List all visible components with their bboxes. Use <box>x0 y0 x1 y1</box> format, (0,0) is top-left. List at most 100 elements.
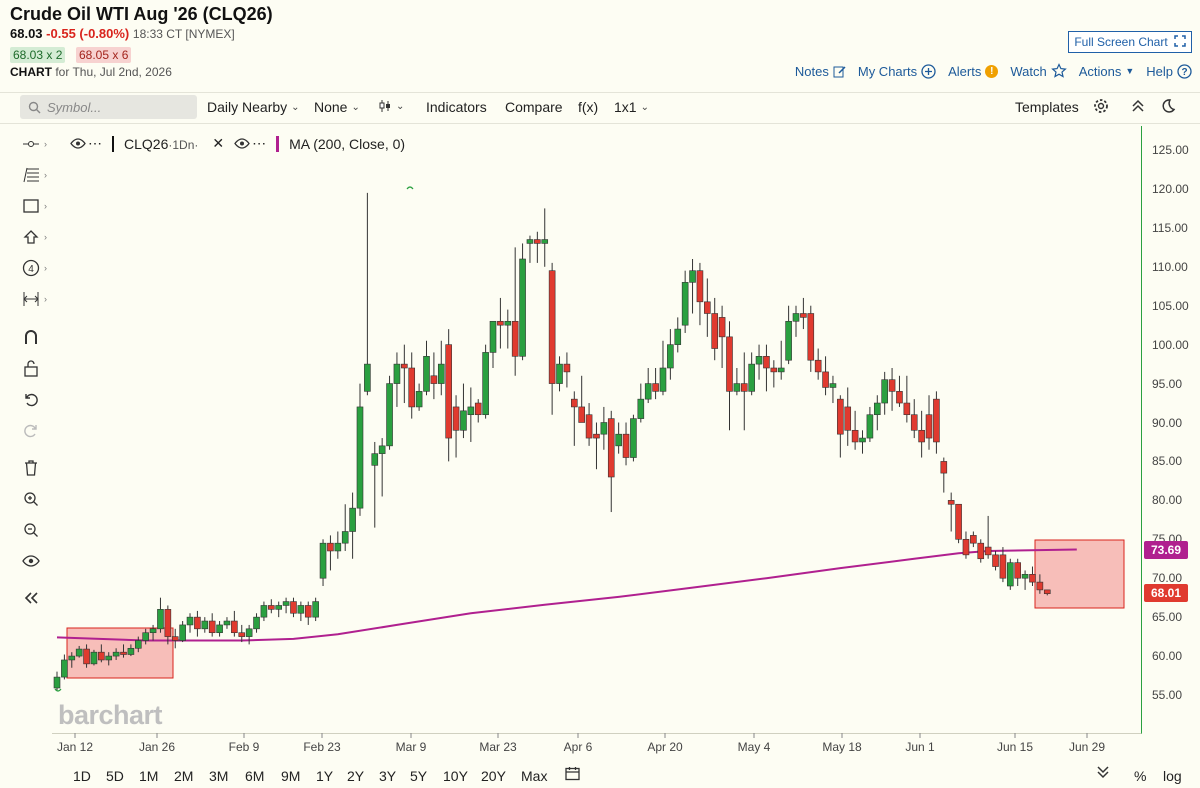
settings-gear-icon[interactable] <box>1093 98 1109 114</box>
crosshair-line-tool-icon[interactable]: › <box>20 133 47 155</box>
candle-body <box>297 605 305 614</box>
range-button-20y[interactable]: 20Y <box>481 768 506 784</box>
candle-body <box>585 414 593 439</box>
scroll-down-double-chevron-icon[interactable] <box>1097 765 1109 782</box>
chart-type-dropdown[interactable]: ⌄ <box>378 99 404 113</box>
log-scale-button[interactable]: log <box>1163 768 1182 784</box>
candle-body <box>866 414 874 439</box>
candle-body <box>445 344 452 439</box>
indicators-button[interactable]: Indicators <box>426 99 487 115</box>
count-marker-tool-icon[interactable]: 4 › <box>20 257 47 279</box>
range-button-max[interactable]: Max <box>521 768 548 784</box>
candle-body <box>186 616 194 626</box>
period-dropdown[interactable]: Daily Nearby ⌄ <box>207 99 300 115</box>
calendar-icon[interactable] <box>565 766 580 784</box>
layout-dropdown[interactable]: 1x1 ⌄ <box>614 99 649 115</box>
zoom-out-icon[interactable] <box>20 519 42 541</box>
help-label: Help <box>1146 63 1173 79</box>
undo-icon[interactable] <box>20 388 42 410</box>
notes-link[interactable]: Notes <box>795 64 846 79</box>
candle-body <box>415 391 423 408</box>
range-button-5d[interactable]: 5D <box>106 768 124 784</box>
eye-icon[interactable] <box>20 550 42 572</box>
candle-body <box>98 651 105 661</box>
range-button-3m[interactable]: 3M <box>209 768 229 784</box>
collapse-panel-icon[interactable] <box>20 587 42 609</box>
x-tick-label: Mar 23 <box>479 740 517 754</box>
price-change: -0.55 (-0.80%) <box>46 26 130 41</box>
candle-body <box>83 648 90 665</box>
more-options-icon[interactable]: ⋯ <box>88 135 102 151</box>
candle-body <box>800 313 807 318</box>
compare-button[interactable]: Compare <box>505 99 563 115</box>
high-marker <box>406 186 414 190</box>
chart-plot-area[interactable] <box>52 126 1142 734</box>
candle-body <box>992 554 999 567</box>
legend-symbol: CLQ26·1Dn· <box>124 136 198 152</box>
y-tick-label: 100.00 <box>1152 337 1189 352</box>
candle-body <box>807 313 815 361</box>
function-button[interactable]: f(x) <box>578 99 599 115</box>
range-button-2y[interactable]: 2Y <box>347 768 365 784</box>
dark-mode-moon-icon[interactable] <box>1160 98 1176 114</box>
redo-icon[interactable] <box>20 419 42 441</box>
full-screen-chart-button[interactable]: Full Screen Chart <box>1068 31 1192 53</box>
my-charts-link[interactable]: My Charts <box>858 64 936 79</box>
rectangle-tool-icon[interactable]: › <box>20 195 47 217</box>
help-link[interactable]: Help ? <box>1146 64 1192 79</box>
candle-body <box>984 546 992 556</box>
actions-menu[interactable]: Actions ▼ <box>1079 64 1135 79</box>
arrow-up-tool-icon[interactable]: › <box>20 226 47 248</box>
chevron-down-icon: ⌄ <box>291 101 300 113</box>
range-button-6m[interactable]: 6M <box>245 768 265 784</box>
zoom-in-icon[interactable] <box>20 488 42 510</box>
x-tick-label: Apr 20 <box>647 740 683 754</box>
range-button-2m[interactable]: 2M <box>174 768 194 784</box>
fib-lines-tool-icon[interactable]: › <box>20 164 47 186</box>
range-button-5y[interactable]: 5Y <box>410 768 428 784</box>
range-button-3y[interactable]: 3Y <box>379 768 397 784</box>
symbol-search-input[interactable]: Symbol... <box>20 95 197 119</box>
range-button-1y[interactable]: 1Y <box>316 768 334 784</box>
magnet-icon[interactable] <box>20 326 42 348</box>
range-button-1m[interactable]: 1M <box>139 768 159 784</box>
watch-link[interactable]: Watch <box>1010 63 1067 79</box>
bid-badge: 68.03 x 2 <box>10 47 66 63</box>
candle-body <box>61 659 68 678</box>
measure-tool-icon[interactable]: › <box>20 288 47 310</box>
candle-body <box>600 422 608 435</box>
close-icon[interactable]: ✕ <box>212 135 225 151</box>
more-options-icon[interactable]: ⋯ <box>252 135 267 151</box>
percent-scale-button[interactable]: % <box>1134 768 1147 784</box>
range-button-9m[interactable]: 9M <box>281 768 301 784</box>
alerts-link[interactable]: Alerts ! <box>948 64 999 79</box>
candle-body <box>1036 581 1044 591</box>
templates-button[interactable]: Templates <box>1015 99 1079 115</box>
candle-body <box>740 383 748 392</box>
range-button-1d[interactable]: 1D <box>73 768 91 784</box>
overlay-label: None <box>314 99 348 115</box>
overlay-dropdown[interactable]: None ⌄ <box>314 99 360 115</box>
candle-body <box>378 445 386 454</box>
candle-body <box>467 406 475 416</box>
collapse-up-icon[interactable] <box>1131 98 1145 114</box>
candle-body <box>497 320 504 326</box>
range-button-10y[interactable]: 10Y <box>443 768 468 784</box>
candle-body <box>430 375 438 384</box>
trash-icon[interactable] <box>20 457 42 479</box>
candle-body <box>482 352 489 416</box>
last-price: 68.03 <box>10 26 43 41</box>
candle-body <box>112 651 120 657</box>
candle-body <box>179 624 186 641</box>
eye-icon[interactable] <box>70 136 86 152</box>
eye-icon[interactable] <box>234 136 250 152</box>
candle-body <box>386 383 393 447</box>
y-tick-label: 60.00 <box>1152 649 1183 664</box>
symbol-placeholder: Symbol... <box>47 99 102 115</box>
candle-body <box>755 356 763 365</box>
candle-body <box>90 651 98 665</box>
x-tick-label: Feb 9 <box>228 740 260 754</box>
candle-body <box>149 628 157 634</box>
unlock-icon[interactable] <box>20 357 42 379</box>
x-tick-label: Jan 26 <box>138 740 176 754</box>
